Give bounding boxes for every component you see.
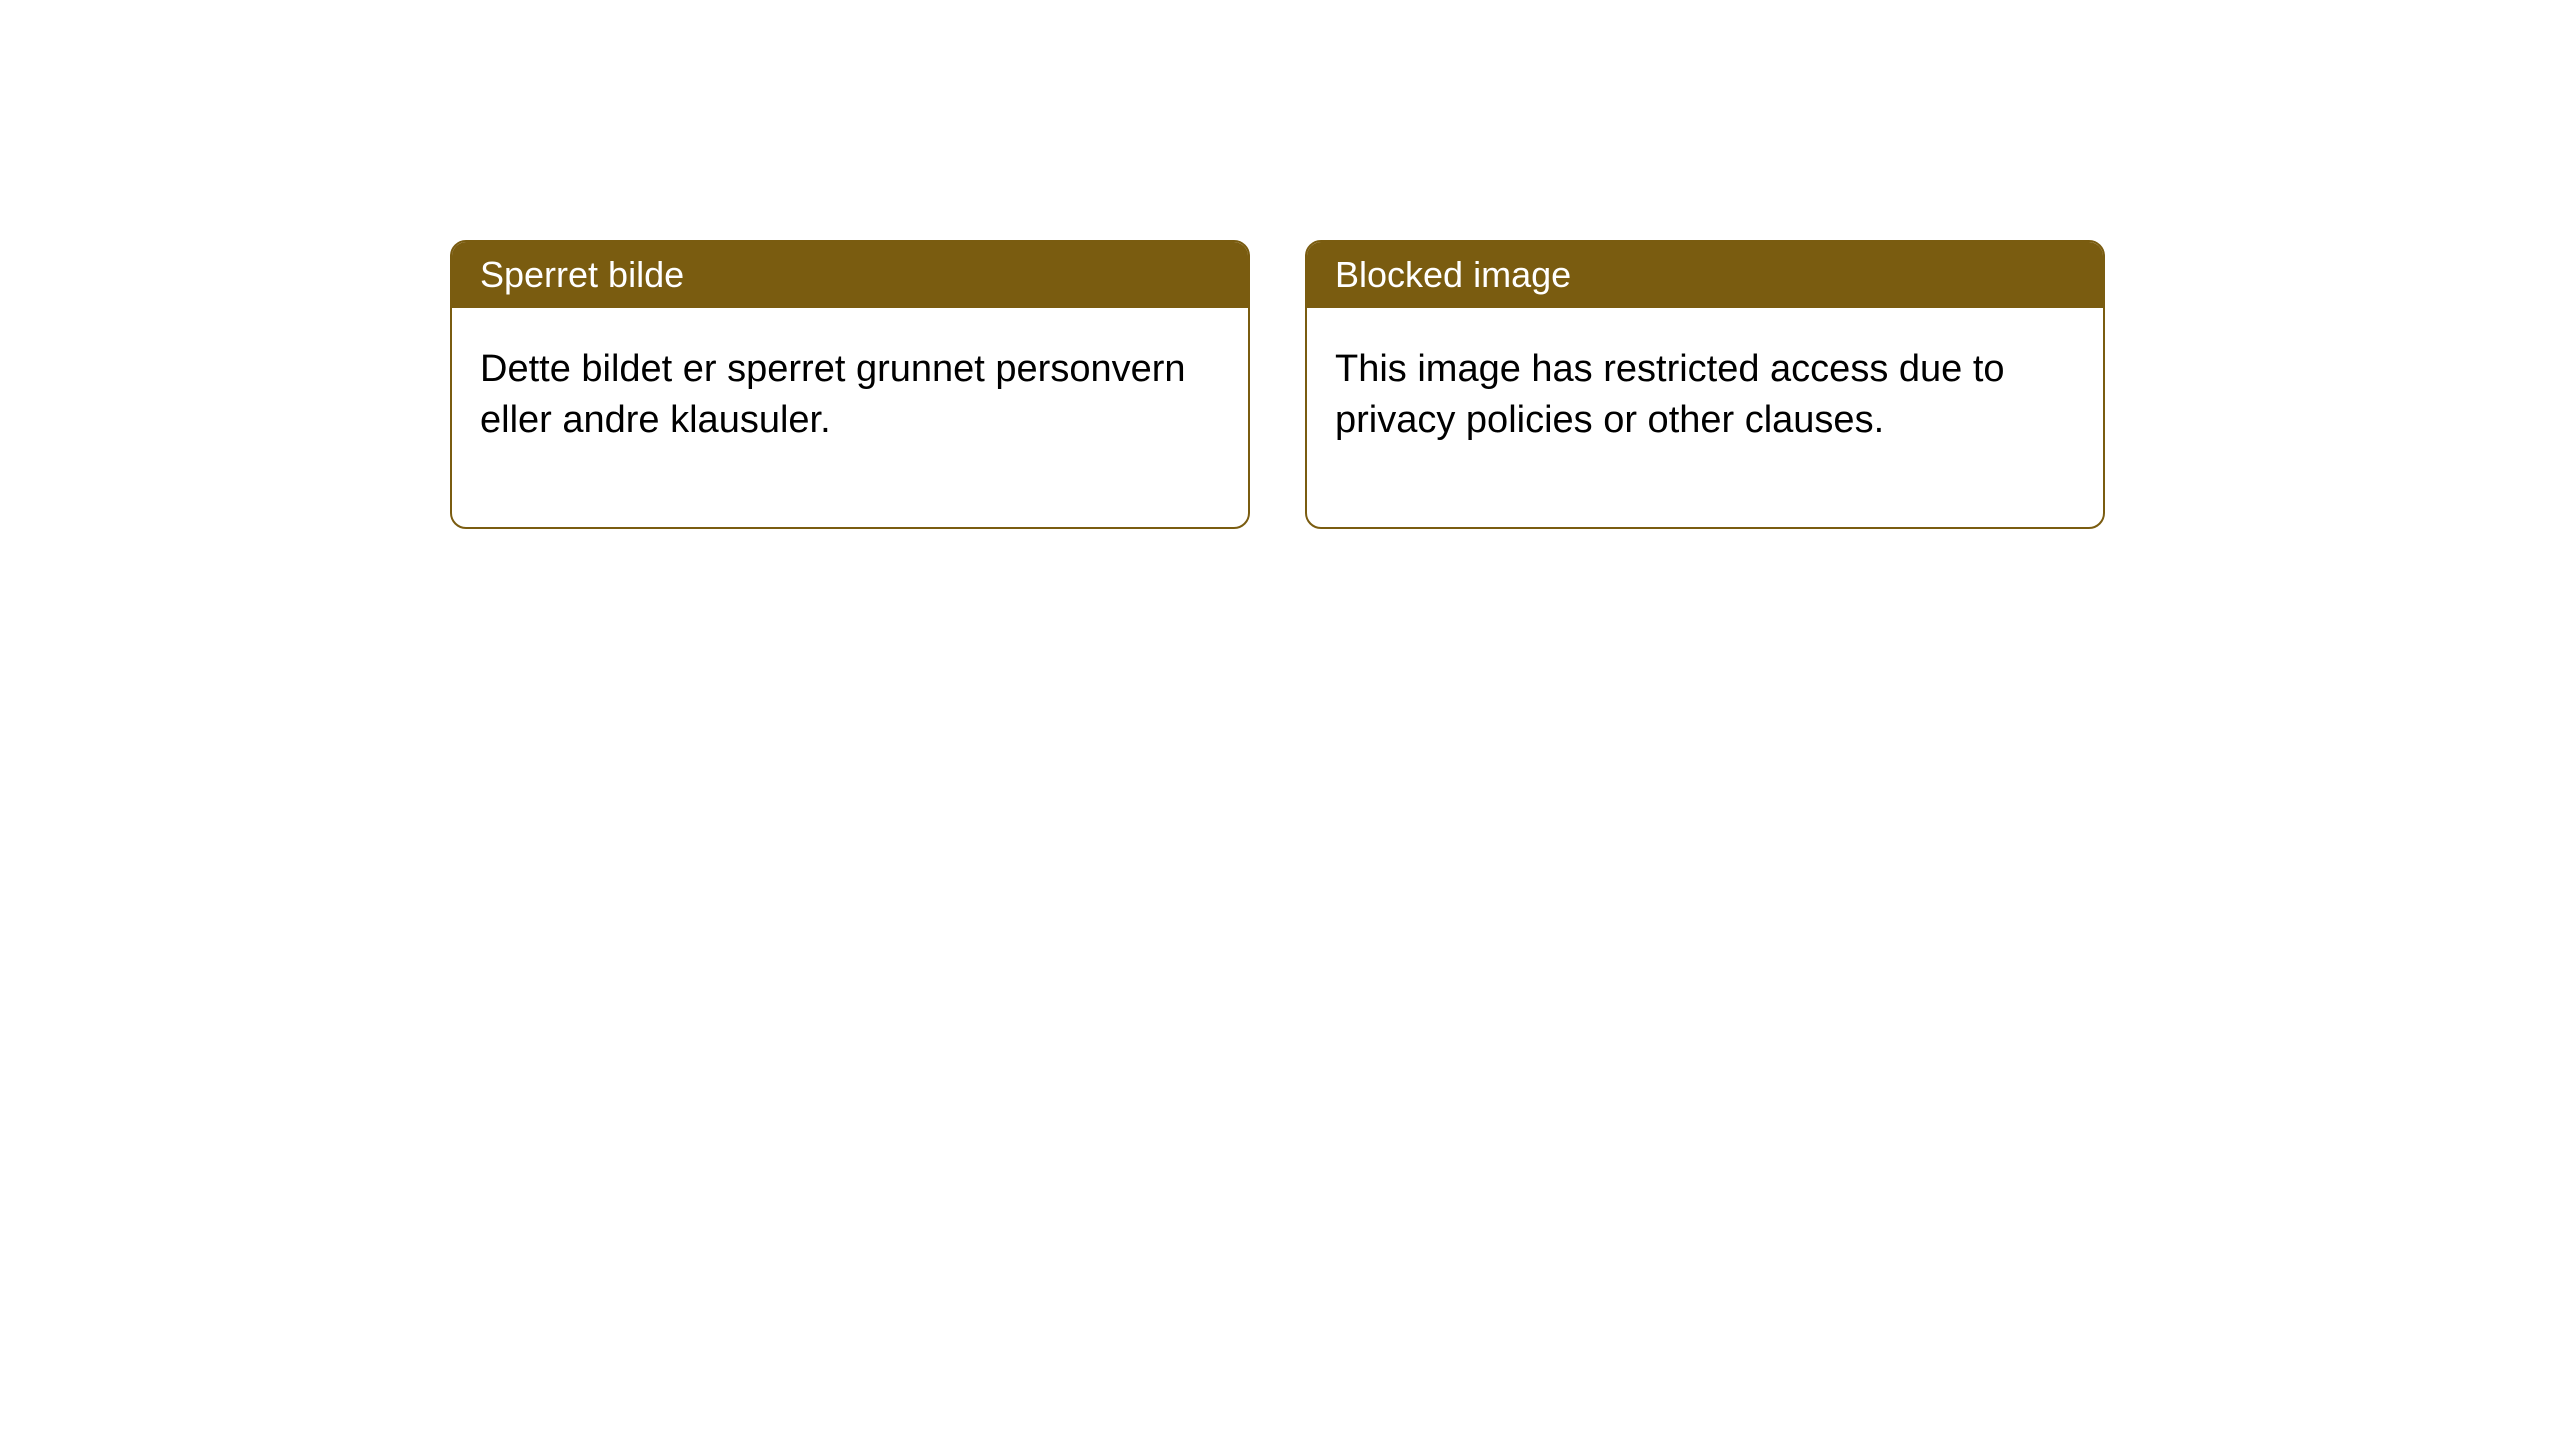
card-body-text: This image has restricted access due to …	[1335, 348, 2005, 441]
card-title: Sperret bilde	[480, 254, 684, 295]
card-header: Blocked image	[1307, 242, 2103, 308]
notice-card-norwegian: Sperret bilde Dette bildet er sperret gr…	[450, 240, 1250, 529]
card-body: Dette bildet er sperret grunnet personve…	[452, 308, 1248, 527]
card-title: Blocked image	[1335, 254, 1571, 295]
card-body: This image has restricted access due to …	[1307, 308, 2103, 527]
notice-card-english: Blocked image This image has restricted …	[1305, 240, 2105, 529]
card-header: Sperret bilde	[452, 242, 1248, 308]
card-body-text: Dette bildet er sperret grunnet personve…	[480, 348, 1186, 441]
notice-cards-container: Sperret bilde Dette bildet er sperret gr…	[450, 240, 2105, 529]
